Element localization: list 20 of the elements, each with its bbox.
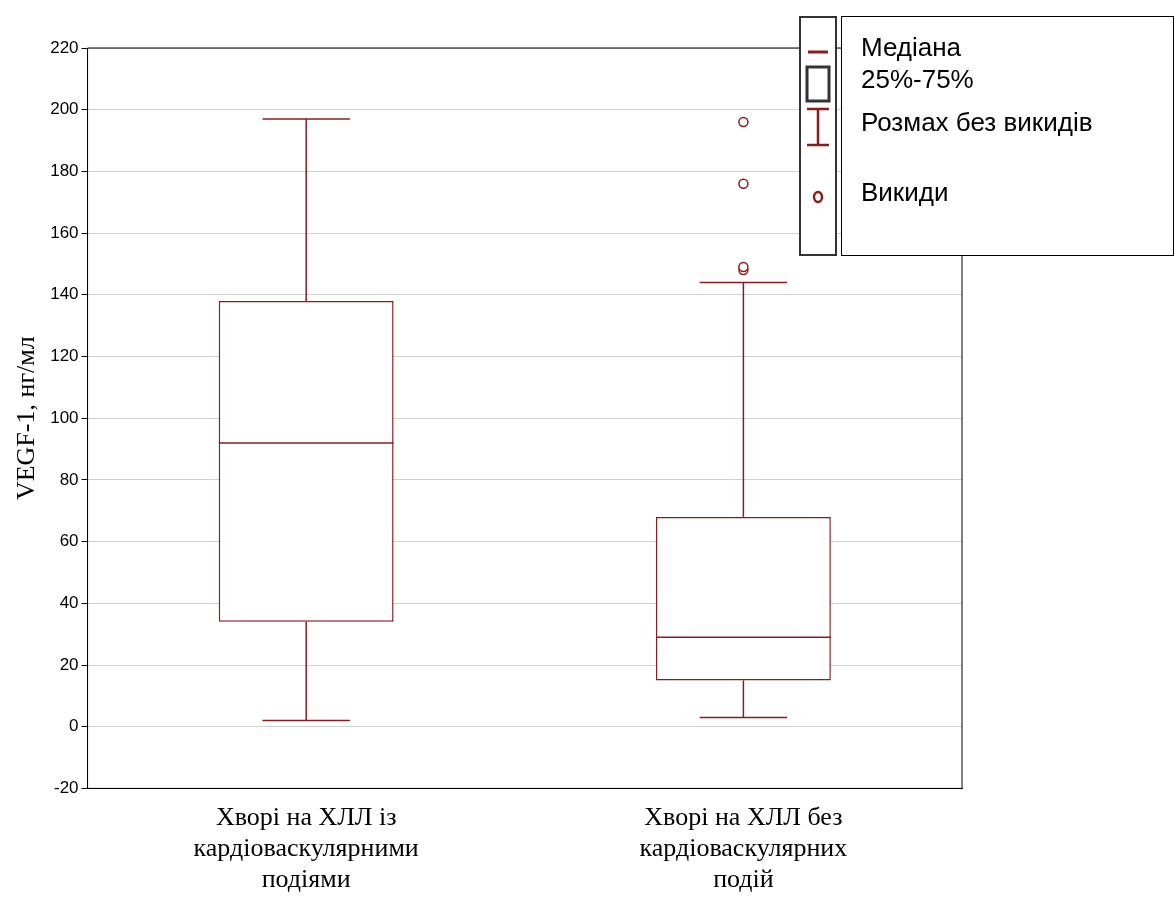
y-tick-label: 180 — [50, 161, 79, 181]
annotation: 25%-75% — [861, 64, 974, 95]
x-tick-label: Хворі на ХЛЛ без кардіоваскулярних подій — [639, 801, 848, 894]
y-tick-label: 0 — [69, 716, 79, 736]
y-tick-label: -20 — [53, 778, 79, 798]
y-tick-label: 20 — [59, 654, 79, 674]
y-tick-label: 220 — [50, 37, 79, 57]
y-tick-label: 100 — [50, 407, 79, 427]
y-tick-label: 140 — [50, 284, 79, 304]
x-tick-label: Хворі на ХЛЛ із кардіоваскулярними подіями — [193, 801, 419, 894]
y-tick-label: 160 — [50, 222, 79, 242]
y-tick-label: 120 — [50, 346, 79, 366]
y-tick-label: 40 — [59, 592, 79, 612]
y-axis-title: VEGF-1, нг/мл — [11, 336, 41, 501]
y-tick-label: 200 — [50, 99, 79, 119]
y-tick-label: 60 — [59, 531, 79, 551]
annotation: Розмах без викидів — [861, 107, 1093, 138]
y-tick-label: 80 — [59, 469, 79, 489]
annotation: Медіана — [861, 32, 962, 63]
annotation: Викиди — [861, 177, 949, 208]
